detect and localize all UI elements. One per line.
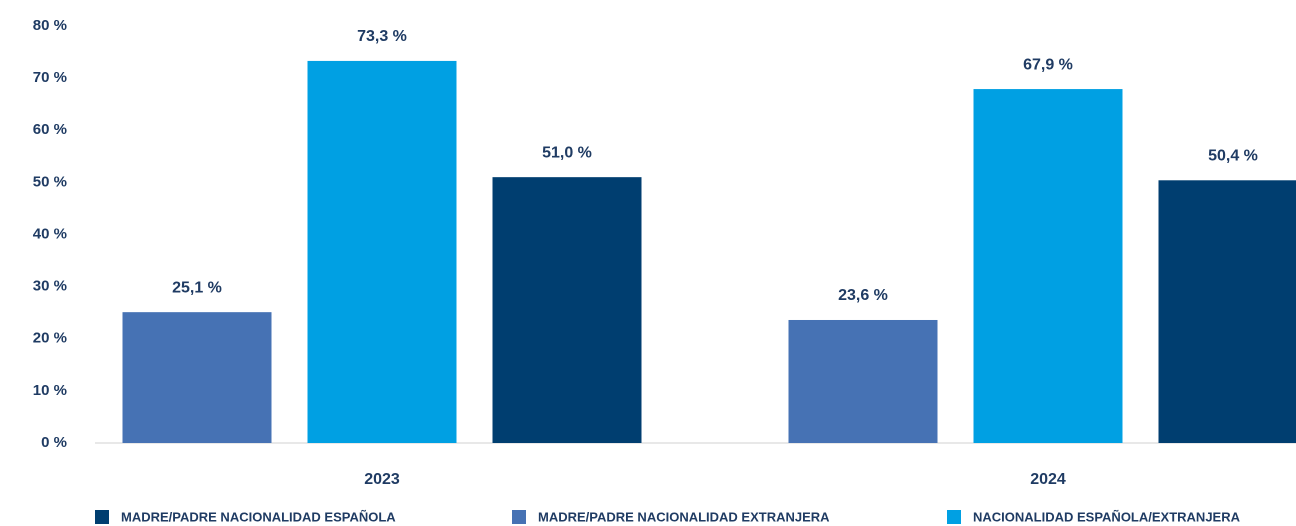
y-tick-label: 80 % xyxy=(33,17,67,34)
bar xyxy=(122,312,272,443)
bar xyxy=(788,319,938,443)
value-label: 23,6 % xyxy=(838,287,888,304)
value-label: 73,3 % xyxy=(357,28,407,45)
y-tick-label: 0 % xyxy=(41,434,67,451)
x-tick-label: 2024 xyxy=(1030,471,1066,488)
y-tick-label: 40 % xyxy=(33,225,67,242)
value-label: 25,1 % xyxy=(172,279,222,296)
x-tick-label: 2023 xyxy=(364,471,400,488)
y-tick-label: 20 % xyxy=(33,330,67,347)
value-label: 50,4 % xyxy=(1208,148,1258,165)
legend-swatch xyxy=(95,510,109,524)
bar xyxy=(492,177,642,443)
y-tick-label: 60 % xyxy=(33,121,67,138)
bar xyxy=(973,89,1123,443)
value-label: 67,9 % xyxy=(1023,56,1073,73)
legend-swatch xyxy=(947,510,961,524)
y-tick-label: 50 % xyxy=(33,173,67,190)
y-tick-label: 30 % xyxy=(33,278,67,295)
legend-label: MADRE/PADRE NACIONALIDAD ESPAÑOLA xyxy=(121,509,396,524)
legend-swatch xyxy=(512,510,526,524)
y-tick-label: 10 % xyxy=(33,382,67,399)
legend-label: MADRE/PADRE NACIONALIDAD EXTRANJERA xyxy=(538,509,830,524)
value-label: 51,0 % xyxy=(542,144,592,161)
bar xyxy=(1158,180,1296,444)
y-tick-label: 70 % xyxy=(33,69,67,86)
bar xyxy=(307,60,457,444)
legend-label: NACIONALIDAD ESPAÑOLA/EXTRANJERA xyxy=(973,509,1241,524)
